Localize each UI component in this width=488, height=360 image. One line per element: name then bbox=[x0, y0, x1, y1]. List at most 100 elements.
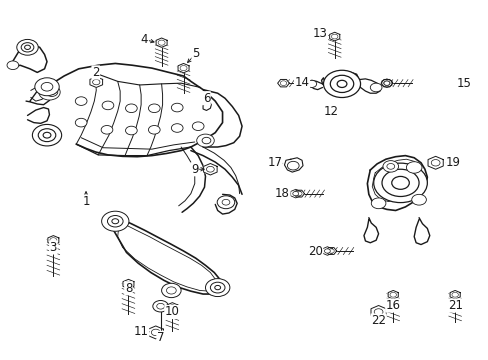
Circle shape bbox=[101, 126, 113, 134]
Circle shape bbox=[112, 219, 119, 224]
Circle shape bbox=[158, 40, 165, 45]
Polygon shape bbox=[370, 306, 386, 319]
Circle shape bbox=[171, 103, 183, 112]
Text: 20: 20 bbox=[307, 244, 322, 257]
Circle shape bbox=[336, 80, 346, 87]
Circle shape bbox=[210, 282, 224, 293]
Circle shape bbox=[406, 162, 421, 173]
Polygon shape bbox=[48, 235, 59, 245]
Circle shape bbox=[373, 163, 427, 203]
Text: 3: 3 bbox=[50, 241, 57, 254]
Circle shape bbox=[168, 305, 176, 310]
Circle shape bbox=[107, 216, 123, 227]
Circle shape bbox=[125, 126, 137, 135]
Circle shape bbox=[451, 292, 457, 297]
Circle shape bbox=[7, 61, 19, 69]
Circle shape bbox=[214, 285, 220, 290]
Circle shape bbox=[157, 303, 164, 309]
Circle shape bbox=[38, 129, 56, 141]
Circle shape bbox=[166, 287, 176, 294]
Circle shape bbox=[153, 301, 168, 312]
Circle shape bbox=[24, 45, 30, 49]
Polygon shape bbox=[148, 326, 163, 339]
Polygon shape bbox=[122, 279, 134, 289]
Circle shape bbox=[192, 122, 203, 131]
Circle shape bbox=[125, 104, 137, 113]
Circle shape bbox=[180, 66, 186, 71]
Circle shape bbox=[41, 82, 53, 91]
Text: 10: 10 bbox=[164, 306, 180, 319]
Text: 11: 11 bbox=[133, 325, 148, 338]
Circle shape bbox=[161, 283, 181, 298]
Circle shape bbox=[327, 249, 334, 253]
Circle shape bbox=[369, 83, 381, 92]
Circle shape bbox=[205, 279, 229, 297]
Circle shape bbox=[280, 81, 286, 86]
Text: 19: 19 bbox=[445, 156, 460, 169]
Polygon shape bbox=[178, 63, 189, 73]
Circle shape bbox=[17, 40, 38, 55]
Polygon shape bbox=[449, 291, 459, 299]
Circle shape bbox=[292, 192, 298, 196]
Circle shape bbox=[386, 163, 394, 169]
Polygon shape bbox=[387, 291, 397, 299]
Polygon shape bbox=[380, 80, 392, 87]
Circle shape bbox=[382, 161, 398, 172]
Circle shape bbox=[323, 70, 360, 98]
Circle shape bbox=[21, 42, 34, 52]
Circle shape bbox=[383, 81, 389, 85]
Circle shape bbox=[50, 238, 57, 243]
Text: 12: 12 bbox=[323, 105, 338, 118]
Circle shape bbox=[75, 118, 87, 127]
Circle shape bbox=[202, 137, 210, 144]
Circle shape bbox=[148, 126, 160, 134]
Text: 22: 22 bbox=[370, 314, 386, 327]
Polygon shape bbox=[166, 303, 178, 312]
Circle shape bbox=[102, 211, 129, 231]
Polygon shape bbox=[156, 38, 167, 47]
Circle shape bbox=[35, 78, 59, 96]
Text: 6: 6 bbox=[203, 92, 210, 105]
Polygon shape bbox=[381, 79, 391, 87]
Circle shape bbox=[43, 132, 51, 138]
Circle shape bbox=[383, 81, 389, 86]
Circle shape bbox=[102, 101, 114, 110]
Circle shape bbox=[75, 97, 87, 105]
Circle shape bbox=[92, 80, 100, 85]
Circle shape bbox=[306, 80, 316, 87]
Text: 21: 21 bbox=[447, 299, 462, 312]
Text: 2: 2 bbox=[92, 66, 100, 79]
Polygon shape bbox=[293, 190, 304, 197]
Circle shape bbox=[287, 161, 299, 170]
Circle shape bbox=[389, 292, 396, 297]
Circle shape bbox=[171, 124, 183, 132]
Circle shape bbox=[381, 169, 418, 197]
Circle shape bbox=[324, 249, 330, 253]
Polygon shape bbox=[322, 247, 332, 255]
Text: 8: 8 bbox=[124, 282, 132, 295]
Polygon shape bbox=[277, 80, 289, 87]
Text: 14: 14 bbox=[294, 76, 309, 89]
Text: 7: 7 bbox=[157, 331, 164, 344]
Circle shape bbox=[32, 125, 61, 146]
Circle shape bbox=[430, 159, 439, 166]
Circle shape bbox=[46, 88, 58, 96]
Text: 9: 9 bbox=[191, 163, 198, 176]
Text: 16: 16 bbox=[385, 299, 400, 312]
Polygon shape bbox=[290, 189, 300, 198]
Circle shape bbox=[151, 329, 160, 336]
Circle shape bbox=[39, 84, 60, 100]
Circle shape bbox=[370, 198, 385, 209]
Circle shape bbox=[222, 199, 229, 205]
Circle shape bbox=[331, 34, 337, 39]
Text: 4: 4 bbox=[141, 33, 148, 46]
Circle shape bbox=[296, 192, 302, 196]
Circle shape bbox=[206, 166, 214, 172]
Text: 15: 15 bbox=[456, 77, 470, 90]
Circle shape bbox=[391, 176, 408, 189]
Text: 18: 18 bbox=[275, 187, 289, 200]
Circle shape bbox=[217, 196, 234, 209]
Polygon shape bbox=[329, 32, 339, 41]
Polygon shape bbox=[90, 77, 102, 87]
Text: 1: 1 bbox=[82, 195, 90, 208]
